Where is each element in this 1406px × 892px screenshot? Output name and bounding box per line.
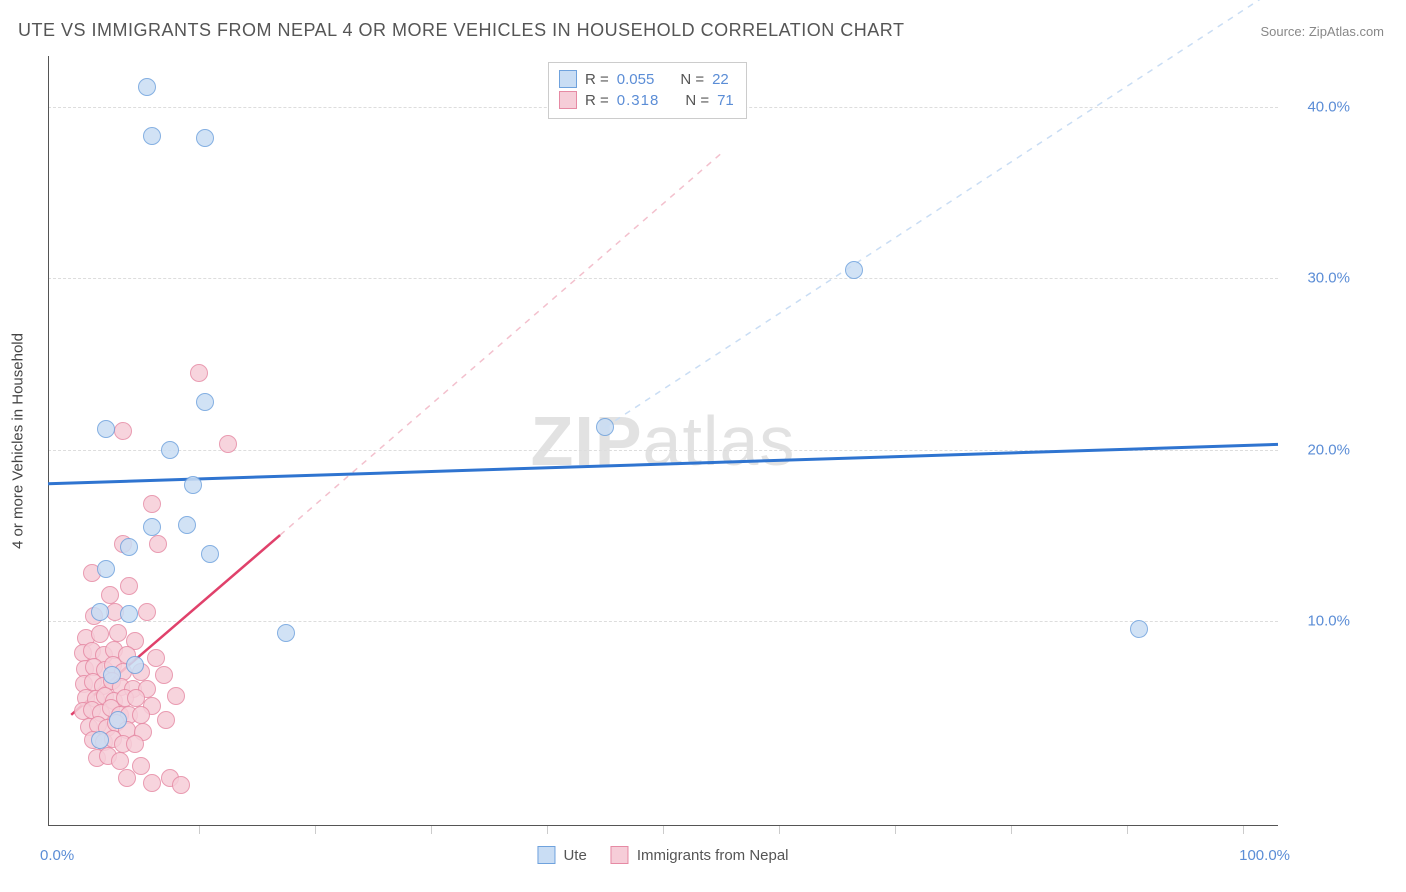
x-axis-min-label: 0.0% [40,847,74,864]
ute-r-value: 0.055 [617,71,655,88]
ute-point [126,656,144,674]
ute-point [143,127,161,145]
nepal-point [118,769,136,787]
nepal-point [111,752,129,770]
ute-point [120,538,138,556]
nepal-point [114,422,132,440]
n-label: N = [680,71,704,88]
nepal-point [127,689,145,707]
ute-point [97,420,115,438]
ute-point [161,441,179,459]
x-axis-line [48,825,1278,826]
nepal-n-value: 71 [717,92,734,109]
r-label: R = [585,92,609,109]
gridline [48,621,1278,622]
nepal-r-value: 0.318 [617,92,660,109]
nepal-point [143,774,161,792]
nepal-point [190,364,208,382]
ute-point [184,476,202,494]
nepal-label: Immigrants from Nepal [637,847,789,864]
ute-point [277,624,295,642]
nepal-point [138,603,156,621]
x-tick [431,826,432,834]
x-tick [547,826,548,834]
watermark-bold: ZIP [531,402,643,480]
x-tick [1243,826,1244,834]
nepal-point [219,435,237,453]
ute-label: Ute [563,847,586,864]
source-label: Source: ZipAtlas.com [1260,24,1384,39]
nepal-point [143,495,161,513]
y-tick-label: 10.0% [1307,612,1350,629]
ute-point [845,261,863,279]
nepal-point [120,577,138,595]
nepal-point [155,666,173,684]
legend-item-ute: Ute [537,846,586,864]
r-label: R = [585,71,609,88]
ute-point [91,603,109,621]
x-tick [779,826,780,834]
nepal-point [157,711,175,729]
x-tick [1127,826,1128,834]
nepal-point [149,535,167,553]
ute-point [196,129,214,147]
x-tick [199,826,200,834]
y-axis-title: 4 or more Vehicles in Household [10,333,27,549]
ute-point [178,516,196,534]
ute-point [97,560,115,578]
nepal-point [126,735,144,753]
x-tick [1011,826,1012,834]
x-axis-max-label: 100.0% [1239,847,1290,864]
ute-point [120,605,138,623]
plot-area: 4 or more Vehicles in Household ZIPatlas… [48,56,1278,826]
stats-legend: R = 0.055 N = 22 R = 0.318 N = 71 [548,62,747,119]
series-legend: Ute Immigrants from Nepal [537,846,788,864]
ute-point [596,418,614,436]
ute-point [201,545,219,563]
stats-row-ute: R = 0.055 N = 22 [559,70,734,88]
x-tick [663,826,664,834]
gridline [48,278,1278,279]
nepal-point [172,776,190,794]
ute-point [196,393,214,411]
x-tick [895,826,896,834]
ute-n-value: 22 [712,71,729,88]
watermark: ZIPatlas [531,401,796,481]
nepal-point [167,687,185,705]
nepal-point [132,706,150,724]
y-tick-label: 40.0% [1307,99,1350,116]
y-tick-label: 20.0% [1307,441,1350,458]
nepal-swatch [611,846,629,864]
y-axis-line [48,56,49,826]
ute-point [91,731,109,749]
stats-row-nepal: R = 0.318 N = 71 [559,91,734,109]
n-label: N = [685,92,709,109]
y-tick-label: 30.0% [1307,270,1350,287]
watermark-rest: atlas [643,402,796,480]
nepal-point [147,649,165,667]
ute-swatch [537,846,555,864]
ute-point [138,78,156,96]
ute-point [143,518,161,536]
nepal-point [109,624,127,642]
x-tick [315,826,316,834]
ute-swatch [559,70,577,88]
nepal-point [101,586,119,604]
nepal-point [91,625,109,643]
ute-point [103,666,121,684]
chart-title: UTE VS IMMIGRANTS FROM NEPAL 4 OR MORE V… [18,20,904,41]
ute-point [1130,620,1148,638]
nepal-swatch [559,91,577,109]
legend-item-nepal: Immigrants from Nepal [611,846,789,864]
ute-point [109,711,127,729]
